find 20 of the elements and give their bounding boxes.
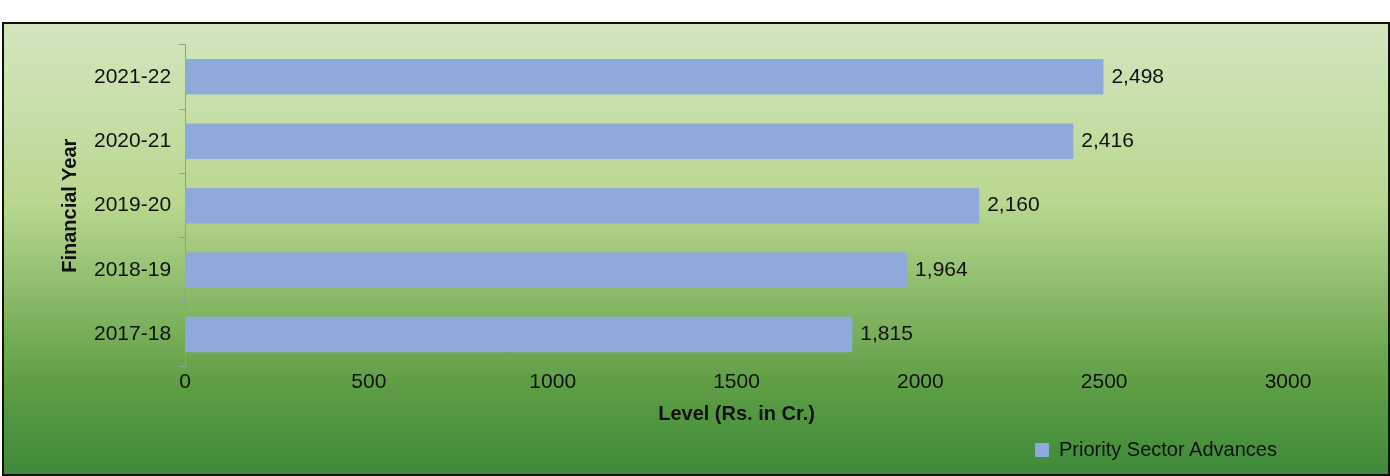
data-label: 2,498 (1111, 63, 1165, 87)
x-tick-label: 2000 (897, 369, 944, 393)
x-tick-label: 3000 (1264, 369, 1312, 393)
y-tick-label: 2020-21 (93, 128, 172, 152)
x-tick-label: 1000 (529, 369, 577, 393)
legend-label: Priority Sector Advances (1059, 437, 1277, 460)
y-tick-label: 2018-19 (93, 256, 172, 280)
x-tick-label: 2500 (1080, 369, 1128, 393)
data-label: 2,416 (1081, 128, 1134, 152)
y-tick-label: 2021-22 (93, 63, 172, 87)
x-tick-label: 500 (351, 369, 387, 393)
data-label: 1,964 (915, 256, 968, 280)
x-tick-label: 0 (179, 369, 191, 393)
y-tick-label: 2019-20 (93, 192, 172, 216)
data-label: 1,815 (860, 321, 913, 345)
data-label: 2,160 (987, 192, 1040, 216)
y-tick-label: 2017-18 (93, 321, 172, 345)
x-axis-title: Level (Rs. in Cr.) (658, 401, 815, 424)
x-tick-label: 1500 (713, 369, 760, 393)
y-axis-title: Financial Year (57, 138, 80, 273)
